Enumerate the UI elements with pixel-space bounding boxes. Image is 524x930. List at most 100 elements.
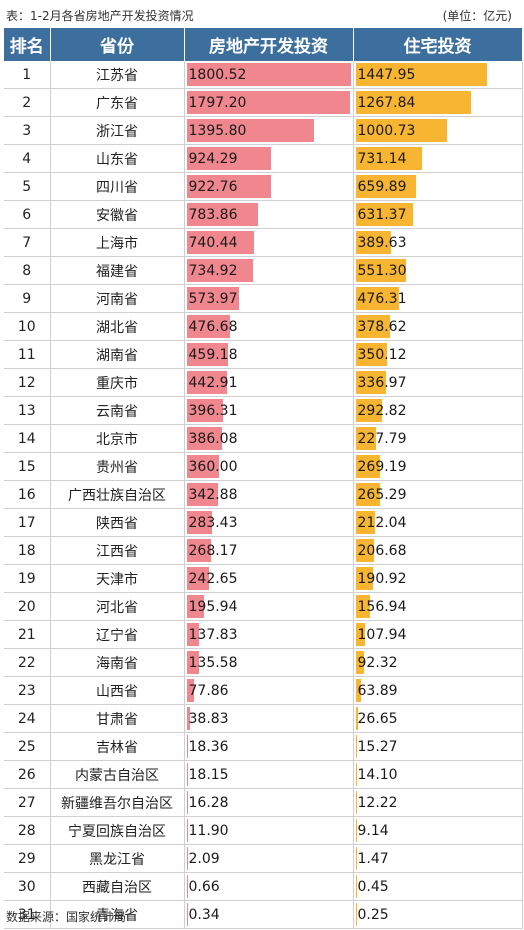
residential-bar (355, 371, 387, 394)
table-row: 29 黑龙江省 2.09 1.47 (4, 844, 523, 873)
residential-bar (355, 147, 423, 170)
real-estate-bar (186, 231, 254, 254)
table-row: 28 宁夏回族自治区 11.90 9.14 (4, 816, 523, 845)
real-estate-value: 459.18 (188, 346, 238, 363)
header-residential: 住宅投资 (353, 28, 523, 61)
residential-bar (355, 791, 357, 814)
rank-cell: 22 (4, 648, 51, 677)
real-estate-value: 1395.80 (188, 122, 247, 139)
residential-bar (355, 595, 370, 618)
residential-cell: 26.65 (353, 704, 523, 733)
residential-cell: 378.62 (353, 312, 523, 341)
residential-cell: 63.89 (353, 676, 523, 705)
residential-cell: 336.97 (353, 368, 523, 397)
residential-bar (355, 847, 357, 870)
real-estate-cell: 1395.80 (184, 116, 354, 145)
residential-bar (355, 539, 375, 562)
province-cell: 海南省 (50, 648, 185, 677)
residential-cell: 389.63 (353, 228, 523, 257)
real-estate-bar (186, 511, 213, 534)
residential-cell: 206.68 (353, 536, 523, 565)
real-estate-value: 734.92 (188, 262, 238, 279)
real-estate-bar (186, 427, 222, 450)
residential-cell: 0.25 (353, 900, 523, 929)
residential-value: 476.31 (357, 290, 407, 307)
real-estate-bar (186, 371, 227, 394)
residential-cell: 292.82 (353, 396, 523, 425)
table-row: 25 吉林省 18.36 15.27 (4, 732, 523, 761)
residential-bar (355, 287, 399, 310)
province-cell: 四川省 (50, 172, 185, 201)
table-row: 3 浙江省 1395.80 1000.73 (4, 116, 523, 145)
residential-bar (355, 175, 416, 198)
residential-bar (355, 623, 366, 646)
real-estate-cell: 476.68 (184, 312, 354, 341)
rank-cell: 20 (4, 592, 51, 621)
real-estate-cell: 734.92 (184, 256, 354, 285)
real-estate-bar (186, 91, 351, 114)
province-cell: 河南省 (50, 284, 185, 313)
table-row: 23 山西省 77.86 63.89 (4, 676, 523, 705)
real-estate-value: 740.44 (188, 234, 238, 251)
rank-cell: 1 (4, 61, 51, 89)
rank-cell: 14 (4, 424, 51, 453)
real-estate-bar (186, 875, 188, 898)
real-estate-bar (186, 455, 220, 478)
real-estate-cell: 18.15 (184, 760, 354, 789)
table-row: 12 重庆市 442.91 336.97 (4, 368, 523, 397)
residential-bar (355, 119, 447, 142)
residential-value: 206.68 (357, 542, 407, 559)
residential-value: 378.62 (357, 318, 407, 335)
table-row: 31 青海省 0.34 0.25 (4, 900, 523, 929)
province-cell: 福建省 (50, 256, 185, 285)
real-estate-cell: 18.36 (184, 732, 354, 761)
table-title: 表：1-2月各省房地产开发投资情况 (6, 9, 194, 23)
province-cell: 内蒙古自治区 (50, 760, 185, 789)
investment-table: 排名 省份 房地产开发投资 住宅投资 1 江苏省 1800.52 1447.95 2 广东… (4, 28, 523, 929)
residential-bar (355, 427, 377, 450)
data-source: 数据来源：国家统计局 (6, 910, 127, 924)
real-estate-cell: 360.00 (184, 452, 354, 481)
real-estate-cell: 459.18 (184, 340, 354, 369)
province-cell: 河北省 (50, 592, 185, 621)
real-estate-cell: 242.65 (184, 564, 354, 593)
residential-value: 63.89 (357, 682, 398, 699)
residential-cell: 269.19 (353, 452, 523, 481)
rank-cell: 24 (4, 704, 51, 733)
real-estate-bar (186, 119, 314, 142)
residential-bar (355, 399, 383, 422)
rank-cell: 18 (4, 536, 51, 565)
table-row: 5 四川省 922.76 659.89 (4, 172, 523, 201)
real-estate-bar (186, 651, 199, 674)
table-row: 14 北京市 386.08 227.79 (4, 424, 523, 453)
real-estate-value: 396.31 (188, 402, 238, 419)
residential-cell: 476.31 (353, 284, 523, 313)
real-estate-bar (186, 763, 189, 786)
residential-cell: 1447.95 (353, 61, 523, 89)
residential-value: 265.29 (357, 486, 407, 503)
real-estate-value: 283.43 (188, 514, 238, 531)
real-estate-cell: 1800.52 (184, 61, 354, 89)
province-cell: 重庆市 (50, 368, 185, 397)
real-estate-cell: 1797.20 (184, 88, 354, 117)
province-cell: 新疆维吾尔自治区 (50, 788, 185, 817)
table-row: 18 江西省 268.17 206.68 (4, 536, 523, 565)
real-estate-cell: 740.44 (184, 228, 354, 257)
table-row: 30 西藏自治区 0.66 0.45 (4, 872, 523, 901)
rank-cell: 16 (4, 480, 51, 509)
real-estate-value: 77.86 (188, 682, 229, 699)
residential-cell: 156.94 (353, 592, 523, 621)
residential-value: 26.65 (357, 710, 398, 727)
province-cell: 宁夏回族自治区 (50, 816, 185, 845)
table-caption: 表：1-2月各省房地产开发投资情况 (单位：亿元) (0, 0, 524, 28)
real-estate-cell: 77.86 (184, 676, 354, 705)
province-cell: 江苏省 (50, 61, 185, 89)
real-estate-value: 2.09 (188, 850, 220, 867)
real-estate-bar (186, 483, 218, 506)
real-estate-bar (186, 343, 229, 366)
residential-cell: 350.12 (353, 340, 523, 369)
residential-bar (355, 259, 406, 282)
residential-value: 659.89 (357, 178, 407, 195)
table-row: 13 云南省 396.31 292.82 (4, 396, 523, 425)
table-row: 1 江苏省 1800.52 1447.95 (4, 61, 523, 89)
